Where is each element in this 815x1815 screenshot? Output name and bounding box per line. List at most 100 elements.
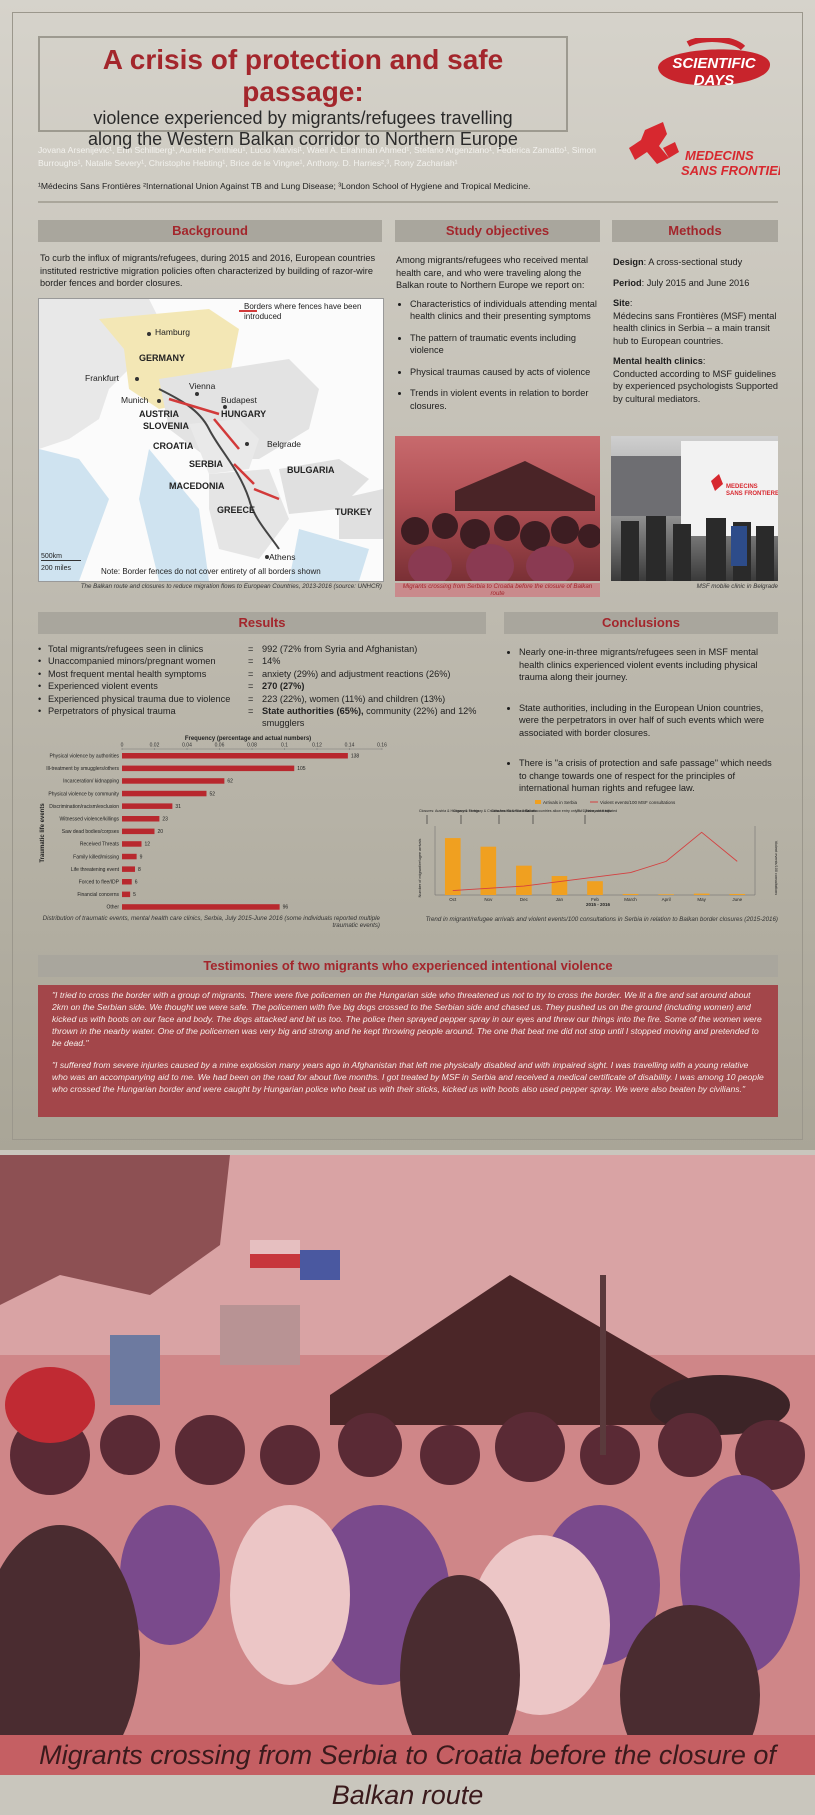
chart1-title: Frequency (percentage and actual numbers… [185, 736, 311, 742]
methods-period-label: Period [613, 277, 642, 288]
results-key: Perpetrators of physical trauma [48, 706, 176, 717]
map-label-germany: GERMANY [139, 353, 186, 363]
chart2-category-label: April [662, 897, 671, 902]
chart1-x-tick-label: 0.1 [281, 743, 288, 749]
chart2-annotation: Closures: Slovenia & Croatia [491, 809, 537, 813]
map-label-belgrade: Belgrade [267, 439, 302, 449]
chart2-bar [622, 893, 639, 895]
chart1-caption: Distribution of traumatic events, mental… [42, 915, 380, 929]
map-graphic [39, 299, 383, 581]
map-legend: Borders where fences have been introduce… [244, 302, 362, 321]
bottom-photo-caption: Migrants crossing from Serbia to Croatia… [0, 1735, 815, 1810]
map-label-budapest: Budapest [221, 395, 257, 405]
background-heading: Background [38, 220, 382, 242]
chart1-category-label: Financial concerns [77, 892, 119, 898]
map-label-macedonia: MACEDONIA [169, 481, 225, 491]
chart1-category-label: Other [106, 905, 119, 911]
chart2-annotation: Closures: Hungary & Croatia Austria & Sl… [453, 809, 529, 813]
affiliations: ¹Médecins Sans Frontières ²International… [38, 181, 531, 191]
crowd-photo-illustration [401, 461, 600, 581]
conclusions-heading: Conclusions [504, 612, 778, 634]
map-label-vienna: Vienna [189, 381, 216, 391]
methods-design-value: : A cross-sectional study [643, 257, 743, 267]
objective-item: The pattern of traumatic events includin… [410, 332, 600, 357]
results-value-bold: State authorities (65%), [262, 706, 364, 717]
chart1-bar [122, 816, 160, 822]
traumatic-events-chart: Frequency (percentage and actual numbers… [40, 736, 387, 911]
objectives-text: Among migrants/refugees who received men… [396, 254, 600, 421]
methods-clinics-label: Mental health clinics [613, 356, 703, 366]
chart2-category-label: Feb [591, 897, 599, 902]
conclusion-item: There is "a crisis of protection and saf… [519, 757, 777, 795]
chart1-bar [122, 904, 280, 910]
results-key: Total migrants/refugees seen in clinics [48, 644, 204, 654]
chart2-bar [693, 893, 710, 895]
conclusions-list: Nearly one-in-three migrants/refugees se… [505, 646, 777, 795]
chart1-bar-value-label: 62 [227, 779, 233, 785]
map-label-serbia: SERBIA [189, 459, 224, 469]
results-key: Experienced violent events [48, 681, 158, 692]
results-key: Unaccompanied minors/pregnant women [48, 656, 216, 667]
results-row: • Unaccompanied minors/pregnant women = 14% [38, 655, 498, 667]
chart2-caption: Trend in migrant/refugee arrivals and vi… [425, 916, 778, 923]
methods-clinics-value: Conducted according to MSF guidelines by… [613, 368, 778, 404]
poster-title: A crisis of protection and safe passage: [102, 44, 504, 107]
chart1-bar-value-label: 138 [351, 754, 360, 760]
results-key: Experienced physical trauma due to viole… [48, 693, 231, 704]
results-row: • Total migrants/refugees seen in clinics… [38, 643, 498, 655]
map-label-hamburg: Hamburg [155, 327, 190, 337]
svg-text:MEDECINS: MEDECINS [685, 148, 754, 163]
chart1-category-label: Physical violence by community [48, 791, 119, 797]
map-label-austria: AUSTRIA [139, 409, 179, 419]
chart1-bar-value-label: 12 [145, 842, 151, 848]
testimonies-box: "I tried to cross the border with a grou… [38, 985, 778, 1117]
objective-item: Trends in violent events in relation to … [410, 387, 600, 412]
msf-logo: MEDECINS SANS FRONTIERES [629, 122, 780, 178]
objectives-heading: Study objectives [395, 220, 600, 242]
testimony-quote-2: "I suffered from severe injuries caused … [52, 1060, 764, 1094]
objectives-photo [395, 436, 600, 581]
testimony-quote-1: "I tried to cross the border with a grou… [52, 990, 762, 1048]
chart1-category-label: Life threatening event [71, 867, 120, 873]
chart1-bar [122, 866, 135, 872]
chart1-bar-value-label: 6 [135, 880, 138, 886]
chart1-bar-value-label: 105 [297, 766, 306, 772]
chart1-bar [122, 828, 155, 835]
poster-frame [12, 12, 803, 1140]
results-row: • Perpetrators of physical trauma = State a… [38, 706, 477, 729]
methods-site-value: Médecins sans Frontières (MSF) mental he… [613, 310, 777, 346]
methods-text: Design: A cross-sectional study Period: … [613, 257, 778, 404]
map-label-turkey: TURKEY [335, 507, 373, 517]
conclusion-item: Nearly one-in-three migrants/refugees se… [519, 646, 777, 684]
chart1-bar-value-label: 31 [175, 804, 181, 810]
chart2-bar [551, 876, 568, 895]
conclusions-text: Nearly one-in-three migrants/refugees se… [505, 642, 777, 804]
chart1-x-tick-label: 0.12 [312, 743, 322, 749]
chart2-ylabel: Number of migrant/refugee arrivals [418, 839, 422, 898]
chart1-category-label: Incarceration/ kidnapping [63, 779, 119, 785]
chart2-legend-swatch-arrivals [535, 800, 541, 804]
results-row: • Most frequent mental health symptoms = an… [38, 668, 498, 680]
chart1-ylabel: Traumatic life events [40, 803, 46, 863]
results-key: Most frequent mental health symptoms [48, 668, 207, 679]
poster-subtitle-line1: violence experienced by migrants/refugee… [93, 108, 513, 128]
objective-item: Physical traumas caused by acts of viole… [410, 366, 600, 379]
map-label-hungary: HUNGARY [221, 409, 267, 419]
map-label-croatia: CROATIA [153, 441, 194, 451]
chart2-ylabel-right: Violent events/100 consultations [774, 841, 778, 895]
map-label-slovenia: SLOVENIA [143, 421, 190, 431]
chart1-category-label: Forced to flee/IDP [79, 880, 120, 886]
chart1-bar [122, 853, 137, 860]
chart2-annotation: Balkan countries allow entry only to Syr… [525, 809, 611, 813]
methods-design-label: Design [613, 257, 644, 267]
chart1-x-tick-label: 0.14 [345, 743, 355, 749]
chart1-x-tick-label: 0.08 [247, 743, 257, 749]
svg-text:DAYS: DAYS [694, 72, 735, 89]
results-value: 992 (72% from Syria and Afghanistan) [262, 644, 418, 654]
objective-item: Characteristics of individuals attending… [410, 298, 600, 323]
results-value: 14% [262, 656, 281, 667]
results-value: community (22%) and 12% smugglers [262, 706, 477, 729]
chart1-bar-value-label: 8 [138, 867, 141, 873]
map-scale-km: 500km [41, 553, 81, 561]
chart1-bar [122, 753, 348, 759]
